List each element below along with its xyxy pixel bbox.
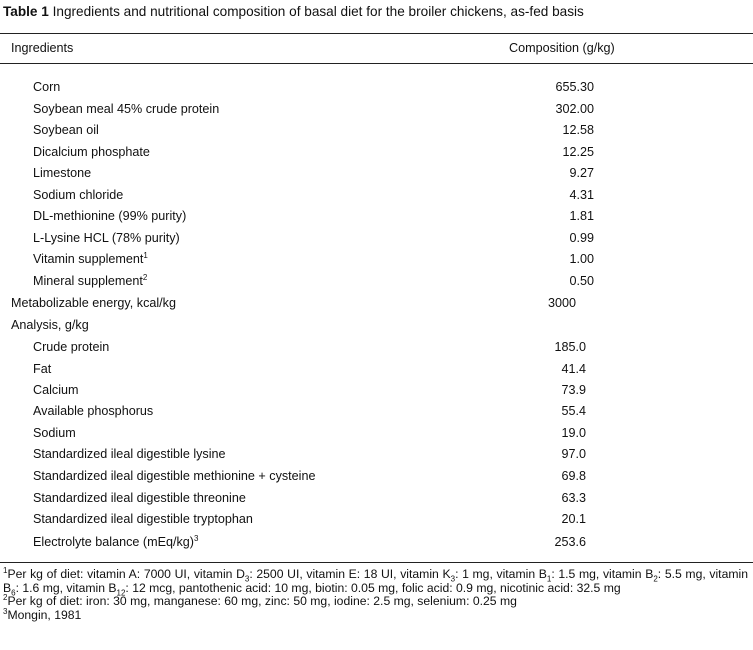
table-row: Limestone 9.27 <box>0 166 753 187</box>
footnote-marker: 1 <box>143 250 148 260</box>
footnote-reference: 3Mongin, 1981 <box>3 606 82 622</box>
row-value: 0.99 <box>569 231 594 245</box>
footnote-mineral: 2Per kg of diet: iron: 30 mg, manganese:… <box>3 592 517 608</box>
footnote-vitamin: 1Per kg of diet: vitamin A: 7000 UI, vit… <box>3 565 748 597</box>
table-row: Metabolizable energy, kcal/kg 3000 <box>0 296 753 317</box>
table-row: Standardized ileal digestible tryptophan… <box>0 512 753 533</box>
row-label: Sodium chloride <box>33 188 124 202</box>
row-label: Standardized ileal digestible methionine… <box>33 469 316 483</box>
row-label: Standardized ileal digestible threonine <box>33 491 246 505</box>
row-value: 253.6 <box>554 535 586 549</box>
row-label: Soybean oil <box>33 123 99 137</box>
row-value: 302.00 <box>555 102 594 116</box>
table-row: Analysis, g/kg <box>0 318 753 339</box>
row-label: Fat <box>33 362 52 376</box>
row-value: 63.3 <box>561 491 586 505</box>
table-row: Corn 655.30 <box>0 80 753 101</box>
row-value: 3000 <box>547 296 576 310</box>
column-header-composition: Composition (g/kg) <box>509 41 615 55</box>
table-row: L-Lysine HCL (78% purity) 0.99 <box>0 231 753 252</box>
row-value: 12.25 <box>562 145 594 159</box>
row-label: Available phosphorus <box>33 404 154 418</box>
row-value: 55.4 <box>561 404 586 418</box>
table-row: Dicalcium phosphate 12.25 <box>0 145 753 166</box>
footnote-marker: 2 <box>142 272 148 282</box>
table-row: Standardized ileal digestible threonine 6… <box>0 491 753 512</box>
row-label: Crude protein <box>33 340 110 354</box>
row-value: 1.81 <box>569 209 594 223</box>
row-value: 4.31 <box>569 188 594 202</box>
top-rule <box>0 33 753 34</box>
row-value: 73.9 <box>561 383 586 397</box>
table-label: Table 1 <box>3 4 49 19</box>
table-row: Available phosphorus 55.4 <box>0 404 753 425</box>
row-label: Corn <box>33 80 61 94</box>
column-header-ingredients: Ingredients <box>11 41 74 55</box>
table-row: Standardized ileal digestible methionine… <box>0 469 753 490</box>
row-label: Metabolizable energy, kcal/kg <box>11 296 176 310</box>
row-label: Sodium <box>33 426 76 440</box>
row-value: 69.8 <box>561 469 586 483</box>
row-label: Analysis, g/kg <box>11 318 89 332</box>
row-value: 20.1 <box>561 512 586 526</box>
footnote-marker: 3 <box>194 533 199 543</box>
table-title: Ingredients and nutritional composition … <box>52 4 584 19</box>
row-value: 9.27 <box>569 166 594 180</box>
row-value: 41.4 <box>561 362 586 376</box>
table-row: Sodium 19.0 <box>0 426 753 447</box>
row-label: Soybean meal 45% crude protein <box>33 102 220 116</box>
table-footnotes: 1Per kg of diet: vitamin A: 7000 UI, vit… <box>3 565 748 622</box>
table-row: Vitamin supplement1 1.00 <box>0 250 753 273</box>
table-caption: Table 1 Ingredients and nutritional comp… <box>3 4 584 19</box>
row-value: 97.0 <box>561 447 586 461</box>
row-label: Mineral supplement2 <box>33 272 148 288</box>
row-label: DL-methionine (99% purity) <box>33 209 187 223</box>
row-value: 19.0 <box>561 426 586 440</box>
header-rule <box>0 63 753 64</box>
table-row: DL-methionine (99% purity) 1.81 <box>0 209 753 230</box>
table-row: Calcium 73.9 <box>0 383 753 404</box>
row-value: 0.50 <box>569 274 594 288</box>
table-row: Electrolyte balance (mEq/kg)3 253.6 <box>0 533 753 556</box>
table-row: Mineral supplement2 0.50 <box>0 272 753 295</box>
row-label: Dicalcium phosphate <box>33 145 150 159</box>
row-label: Standardized ileal digestible tryptophan <box>33 512 253 526</box>
row-value: 185.0 <box>554 340 586 354</box>
row-value: 1.00 <box>569 252 594 266</box>
row-label: L-Lysine HCL (78% purity) <box>33 231 180 245</box>
row-value: 12.58 <box>562 123 594 137</box>
table-row: Soybean meal 45% crude protein 302.00 <box>0 102 753 123</box>
table-row: Soybean oil 12.58 <box>0 123 753 144</box>
row-label: Calcium <box>33 383 79 397</box>
row-label: Limestone <box>33 166 92 180</box>
row-label: Standardized ileal digestible lysine <box>33 447 226 461</box>
table-row: Standardized ileal digestible lysine 97.0 <box>0 447 753 468</box>
row-label: Vitamin supplement1 <box>33 250 148 266</box>
table-row: Sodium chloride 4.31 <box>0 188 753 209</box>
row-value: 655.30 <box>555 80 594 94</box>
table-row: Fat 41.4 <box>0 362 753 383</box>
row-label: Electrolyte balance (mEq/kg)3 <box>33 533 199 549</box>
bottom-rule <box>0 562 753 563</box>
table-row: Crude protein 185.0 <box>0 340 753 361</box>
